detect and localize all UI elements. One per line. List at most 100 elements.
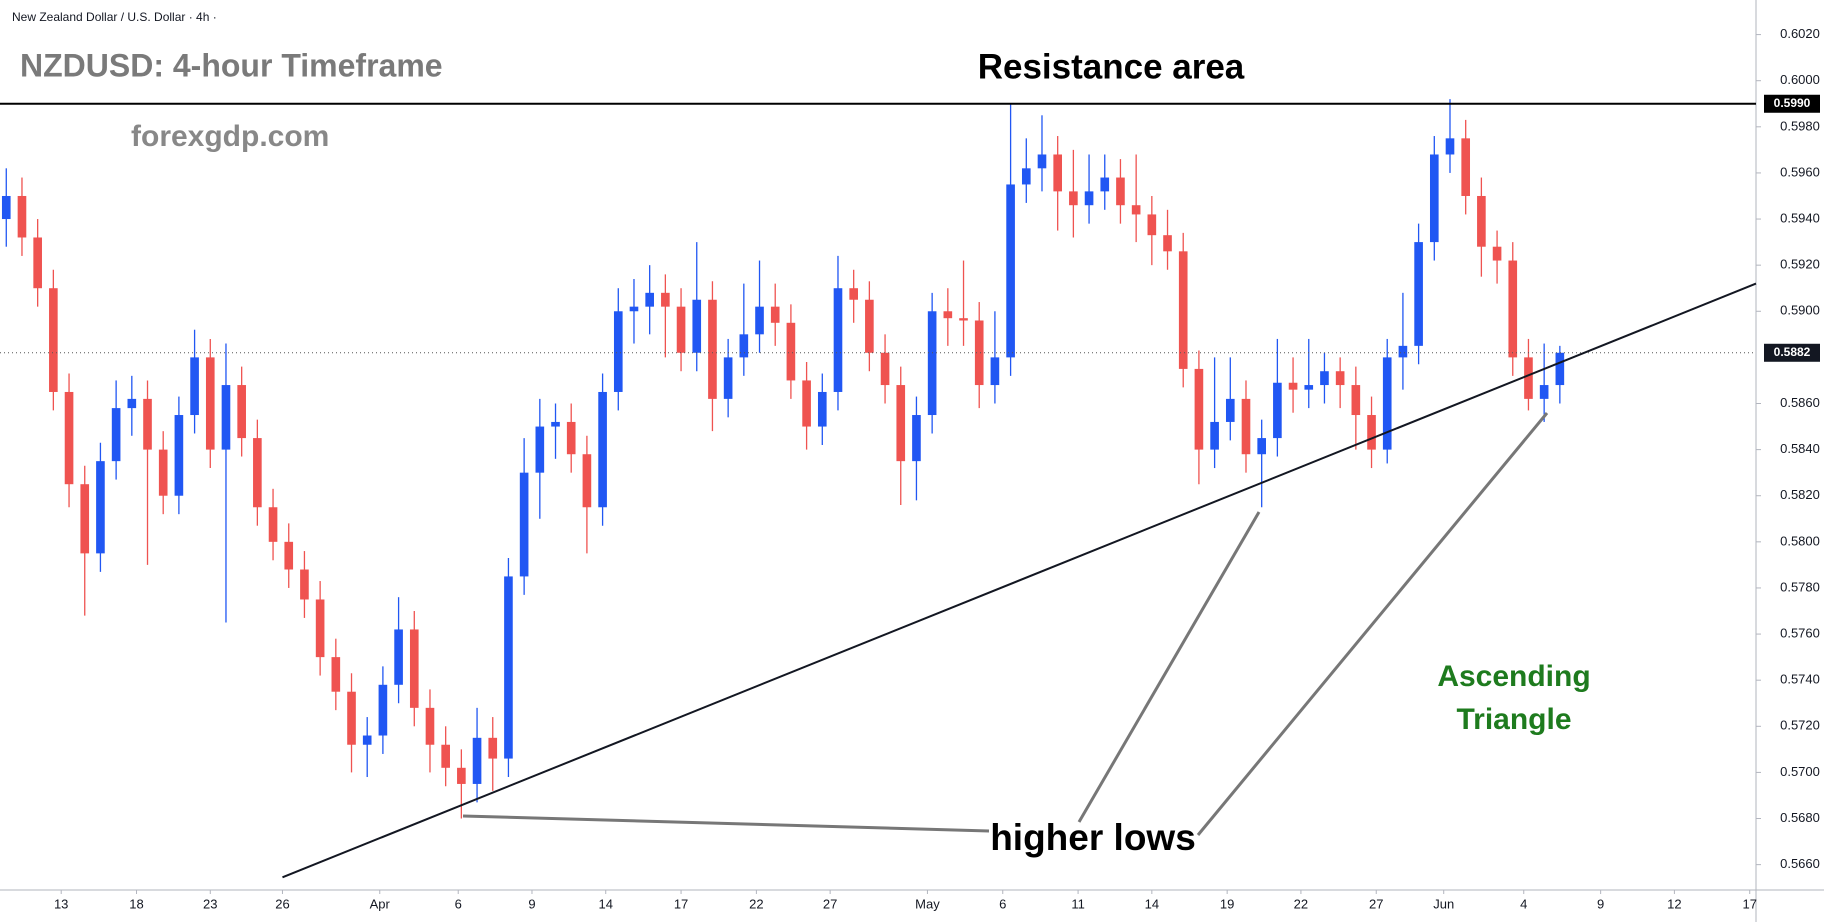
x-tick-label: 19 [1220, 896, 1234, 911]
candle-body [551, 421, 560, 427]
candle-body [1351, 385, 1361, 416]
candle-body [1445, 138, 1455, 155]
higher-lows-text: higher lows [990, 817, 1196, 858]
candle-body [927, 311, 937, 416]
candle-body [1257, 438, 1266, 455]
x-tick-label: 22 [749, 896, 763, 911]
candle-body [676, 306, 686, 353]
candle-body [613, 311, 623, 392]
pointer-line [462, 814, 990, 833]
candle-body [974, 320, 984, 386]
candle-body [1477, 195, 1486, 247]
y-tick-label: 0.5960 [1780, 164, 1820, 179]
y-tick-label: 0.5700 [1780, 764, 1820, 779]
x-tick-label: 13 [54, 896, 68, 911]
x-tick-label: 6 [455, 896, 462, 911]
candle-body [770, 306, 780, 323]
candle-body [300, 569, 309, 600]
candle-body [1304, 385, 1314, 390]
candle-body [1116, 177, 1125, 206]
candle-body [865, 299, 874, 353]
candle-body [488, 737, 498, 759]
trendline [282, 282, 1757, 879]
candle-body [158, 449, 168, 496]
x-tick-label: 22 [1294, 896, 1308, 911]
candle-body [943, 311, 953, 319]
symbol-label: New Zealand Dollar / U.S. Dollar · 4h · [12, 10, 217, 24]
candle-body [739, 334, 749, 358]
candle-body [362, 735, 372, 745]
candle-body [441, 744, 450, 768]
candles [1, 99, 1565, 819]
candle-body [566, 421, 576, 455]
x-tick-label: 6 [999, 896, 1006, 911]
candle-body [1382, 357, 1392, 450]
candle-body [1414, 242, 1423, 346]
x-tick-label: 26 [275, 896, 289, 911]
candle-body [1131, 205, 1141, 215]
y-tick-label: 0.6020 [1780, 26, 1820, 41]
candle-body [723, 357, 733, 399]
candle-body [535, 426, 545, 473]
candle-body [1335, 371, 1345, 386]
candle-body [1241, 398, 1251, 455]
candle-body [582, 454, 592, 508]
x-tick-label: 27 [823, 896, 837, 911]
y-tick-label: 0.5660 [1780, 856, 1820, 871]
x-tick-label: 14 [1145, 896, 1159, 911]
candle-body [504, 576, 513, 759]
price-label: 0.5990 [1774, 96, 1811, 110]
candle-body [331, 657, 341, 692]
candle-body [237, 385, 246, 439]
candle-body [1069, 191, 1078, 206]
candle-body [1367, 415, 1376, 450]
candle-body [1492, 246, 1502, 261]
candle-body [394, 629, 403, 685]
candle-body [1398, 345, 1408, 358]
y-tick-label: 0.5680 [1780, 810, 1820, 825]
candle-body [205, 357, 215, 450]
candle-body [880, 352, 890, 386]
x-tick-label: 9 [1597, 896, 1604, 911]
candle-body [1320, 371, 1329, 386]
candle-body [409, 629, 419, 708]
x-tick-label: 18 [129, 896, 143, 911]
y-tick-label: 0.5940 [1780, 210, 1820, 225]
candle-body [1524, 357, 1533, 399]
candle-body [849, 288, 858, 300]
candle-body [629, 306, 639, 312]
candle-body [1210, 421, 1219, 450]
chart-title: NZDUSD: 4-hour Timeframe [20, 47, 443, 83]
candle-body [1021, 168, 1031, 185]
x-tick-label: Apr [370, 896, 391, 911]
candle-body [645, 292, 654, 307]
candle-body [111, 408, 121, 462]
candle-body [661, 292, 670, 307]
price-label-box [1764, 94, 1820, 113]
y-tick-label: 0.5720 [1780, 718, 1820, 733]
y-tick-label: 0.6000 [1780, 72, 1820, 87]
y-tick-label: 0.5860 [1780, 395, 1820, 410]
candle-body [425, 707, 435, 745]
candle-body [1100, 177, 1110, 192]
watermark: forexgdp.com [131, 120, 329, 153]
candle-body [1037, 154, 1047, 169]
candle-body [912, 415, 921, 462]
y-tick-label: 0.5980 [1780, 118, 1820, 133]
y-tick-label: 0.5780 [1780, 579, 1820, 594]
x-tick-label: Jun [1433, 896, 1454, 911]
candle-body [347, 691, 356, 745]
x-tick-label: 9 [528, 896, 535, 911]
candle-body [1273, 382, 1282, 439]
candle-body [96, 461, 105, 554]
x-tick-label: 14 [598, 896, 612, 911]
price-label: 0.5882 [1774, 345, 1811, 359]
candle-body [1288, 382, 1298, 390]
candle-body [692, 299, 702, 353]
candle-body [1084, 191, 1094, 206]
x-tick-label: 17 [674, 896, 688, 911]
candle-body [49, 288, 58, 392]
candle-body [817, 391, 827, 427]
candle-body [253, 438, 262, 508]
